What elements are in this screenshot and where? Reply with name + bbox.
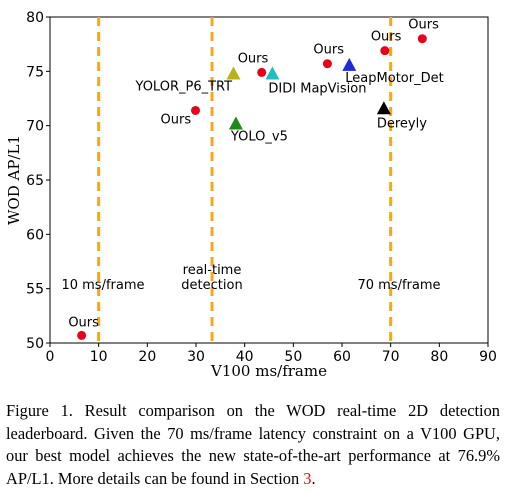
point-label: Ours xyxy=(161,112,192,127)
x-tick-label: 20 xyxy=(138,349,156,365)
section-reference-link[interactable]: 3 xyxy=(303,468,312,488)
y-tick-label: 65 xyxy=(26,173,44,189)
point-label: DIDI MapVision xyxy=(268,82,366,97)
annotation-realtime-line2: detection xyxy=(181,278,242,293)
annotation-70ms: 70 ms/frame xyxy=(357,278,440,293)
x-tick-label: 0 xyxy=(46,349,55,365)
point-label: Ours xyxy=(238,51,269,66)
point-label: YOLOR_P6_TRT xyxy=(134,80,232,95)
caption-text: Figure 1. Result comparison on the WOD r… xyxy=(6,401,500,488)
point-label: Ours xyxy=(313,43,344,58)
point-label: Ours xyxy=(408,18,439,33)
point-label: Ours xyxy=(68,315,99,330)
x-tick-label: 10 xyxy=(90,349,108,365)
point-label: YOLO_v5 xyxy=(230,129,288,144)
x-tick-label: 30 xyxy=(187,349,205,365)
data-point-ours xyxy=(191,105,201,115)
data-point-ours xyxy=(257,67,267,77)
y-tick-label: 80 xyxy=(26,10,44,26)
point-label: LeapMotor_Det xyxy=(345,71,443,86)
y-tick-label: 50 xyxy=(26,336,44,352)
x-tick-label: 50 xyxy=(284,349,302,365)
y-axis-label: WOD AP/L1 xyxy=(5,135,23,225)
data-point-ours xyxy=(322,59,332,69)
scatter-chart: 0 10 20 30 40 50 60 70 80 90 50 55 60 65 70 75 80 V100 ms… xyxy=(5,10,497,380)
data-point-ours xyxy=(77,330,87,340)
data-point-ours xyxy=(417,34,427,44)
data-point-leapmotor-det xyxy=(342,57,357,71)
data-point-yolor-p6-trt xyxy=(226,66,241,80)
figure-caption: Figure 1. Result comparison on the WOD r… xyxy=(6,400,500,490)
annotation-10ms: 10 ms/frame xyxy=(61,278,144,293)
data-point-didi-mapvision xyxy=(265,66,280,80)
x-tick-label: 40 xyxy=(236,349,254,365)
y-tick-label: 75 xyxy=(26,64,44,80)
y-tick-label: 55 xyxy=(26,282,44,298)
x-tick-label: 70 xyxy=(382,349,400,365)
data-point-ours xyxy=(380,46,390,56)
data-point-yolo-v5 xyxy=(228,116,243,130)
point-label: Dereyly xyxy=(377,116,427,131)
caption-suffix: . xyxy=(311,468,316,488)
plot-frame xyxy=(49,16,489,344)
x-tick-label: 60 xyxy=(333,349,351,365)
point-label: Ours xyxy=(371,30,402,45)
x-axis-label: V100 ms/frame xyxy=(210,362,327,380)
x-tick-label: 90 xyxy=(479,349,497,365)
y-tick-label: 60 xyxy=(26,227,44,243)
y-tick-label: 70 xyxy=(26,119,44,135)
annotation-realtime-line1: real-time xyxy=(183,263,242,278)
chart-svg: 0 10 20 30 40 50 60 70 80 90 50 55 60 65 70 75 80 V100 ms… xyxy=(5,10,497,380)
data-point-dereyly xyxy=(376,101,391,115)
x-tick-label: 80 xyxy=(430,349,448,365)
